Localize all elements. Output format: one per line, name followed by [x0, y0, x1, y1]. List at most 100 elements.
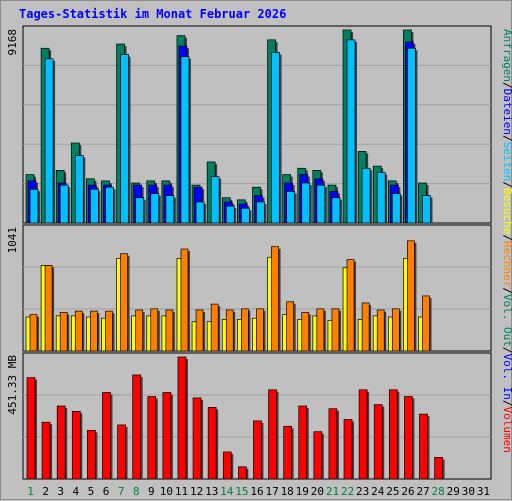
bar-requests-3-day-18	[286, 191, 295, 224]
bar-volume-1-day-17	[268, 389, 277, 480]
bar-volume-1-day-5	[87, 429, 96, 480]
legend-vol-out: Vol. Out	[501, 294, 512, 347]
x-tick-label: 13	[205, 485, 218, 498]
bar-visits-2-day-8	[135, 309, 144, 352]
bar-requests-3-day-26	[407, 47, 416, 224]
bar-volume-1-day-21	[328, 408, 338, 480]
bar-visits-2-day-3	[59, 311, 68, 352]
legend-separator: /	[501, 234, 512, 241]
x-tick-label: 21	[326, 485, 339, 498]
bar-requests-3-day-14	[225, 205, 235, 224]
x-tick-label: 31	[477, 485, 490, 498]
legend-separator: /	[501, 82, 512, 89]
bar-volume-1-day-25	[388, 389, 398, 480]
bar-volume-1-day-28	[434, 457, 443, 480]
bar-requests-3-day-15	[241, 207, 250, 224]
bar-volume-1-day-12	[192, 397, 202, 480]
bar-requests-3-day-17	[271, 52, 280, 224]
bar-volume-1-day-26	[404, 396, 413, 480]
x-tick-label: 4	[73, 485, 80, 498]
legend-separator: /	[501, 400, 512, 407]
bar-visits-2-day-12	[195, 309, 204, 352]
bar-volume-1-day-23	[358, 389, 368, 480]
bar-requests-3-day-8	[135, 197, 145, 224]
bar-requests-3-day-22	[346, 39, 356, 224]
bar-requests-3-day-25	[391, 193, 401, 224]
bar-volume-1-day-2	[41, 421, 51, 480]
x-tick-label: 7	[118, 485, 125, 498]
bar-visits-2-day-9	[150, 308, 159, 352]
bar-volume-1-day-8	[132, 374, 142, 480]
y-max-label-3: 451.33 MB	[6, 355, 19, 415]
bar-volume-1-day-4	[71, 411, 81, 480]
x-tick-label: 23	[356, 485, 369, 498]
bar-volume-1-day-6	[102, 392, 111, 480]
x-tick-label: 27	[416, 485, 429, 498]
bar-volume-1-day-1	[26, 377, 36, 480]
x-tick-label: 8	[133, 485, 140, 498]
bar-visits-2-day-20	[316, 308, 325, 352]
bar-volume-1-day-18	[283, 425, 292, 480]
x-tick-label: 1	[27, 485, 34, 498]
y-max-label-2: 1041	[6, 227, 19, 254]
bar-requests-3-day-19	[301, 182, 311, 224]
legend-volumen: Volumen	[501, 407, 512, 453]
bar-visits-2-day-11	[180, 248, 189, 352]
bar-requests-3-day-27	[422, 195, 431, 224]
x-tick-label: 15	[235, 485, 248, 498]
bar-requests-3-day-6	[105, 186, 114, 224]
x-tick-label: 6	[103, 485, 110, 498]
x-tick-label: 9	[148, 485, 155, 498]
bar-requests-3-day-23	[361, 167, 371, 224]
x-tick-label: 22	[341, 485, 354, 498]
bar-requests-3-day-16	[256, 201, 265, 224]
x-tick-label: 25	[386, 485, 399, 498]
x-tick-label: 14	[220, 485, 234, 498]
legend-dateien: Dateien	[501, 89, 512, 135]
bar-requests-3-day-11	[180, 56, 190, 224]
bar-volume-1-day-3	[56, 405, 66, 480]
bar-requests-3-day-1	[29, 188, 39, 224]
bar-visits-2-day-15	[241, 308, 249, 352]
bar-visits-2-day-19	[301, 311, 310, 352]
x-tick-label: 19	[296, 485, 309, 498]
bar-visits-2-day-10	[165, 309, 174, 352]
bar-volume-1-day-24	[373, 404, 383, 480]
bar-visits-2-day-25	[391, 308, 400, 352]
bar-requests-3-day-24	[376, 172, 386, 224]
legend-besuche: Besuche	[501, 188, 512, 234]
bar-visits-2-day-13	[210, 303, 219, 352]
legend-seiten: Seiten	[501, 142, 512, 182]
bar-visits-2-day-14	[225, 309, 234, 352]
bar-requests-3-day-10	[165, 195, 175, 224]
bar-requests-3-day-9	[150, 193, 160, 224]
bar-visits-2-day-17	[271, 246, 279, 352]
x-tick-label: 12	[190, 485, 203, 498]
x-tick-label: 17	[265, 485, 278, 498]
x-tick-label: 20	[311, 485, 324, 498]
bar-visits-2-day-5	[90, 310, 98, 352]
bar-volume-1-day-11	[177, 356, 187, 480]
x-tick-label: 16	[250, 485, 263, 498]
x-tick-label: 5	[88, 485, 95, 498]
legend-vol-in: Vol. In	[501, 354, 512, 400]
bar-visits-2-day-22	[346, 259, 355, 352]
bar-volume-1-day-27	[419, 413, 428, 480]
x-tick-label: 3	[57, 485, 64, 498]
chart-title: Tages-Statistik im Monat Februar 2026	[19, 7, 287, 21]
bar-volume-1-day-14	[222, 451, 232, 480]
bar-requests-3-day-21	[331, 197, 341, 224]
bar-requests-3-day-12	[195, 201, 205, 224]
bar-visits-2-day-6	[105, 310, 113, 352]
bar-requests-3-day-7	[120, 54, 129, 224]
bar-volume-1-day-15	[238, 466, 247, 480]
bar-volume-1-day-7	[117, 424, 126, 480]
bar-visits-2-day-4	[74, 310, 83, 352]
legend-anfragen: Anfragen	[501, 29, 512, 82]
bar-volume-1-day-13	[207, 407, 217, 480]
bar-visits-2-day-24	[376, 309, 385, 352]
y-max-label-1: 9168	[6, 29, 19, 56]
x-tick-label: 29	[447, 485, 460, 498]
